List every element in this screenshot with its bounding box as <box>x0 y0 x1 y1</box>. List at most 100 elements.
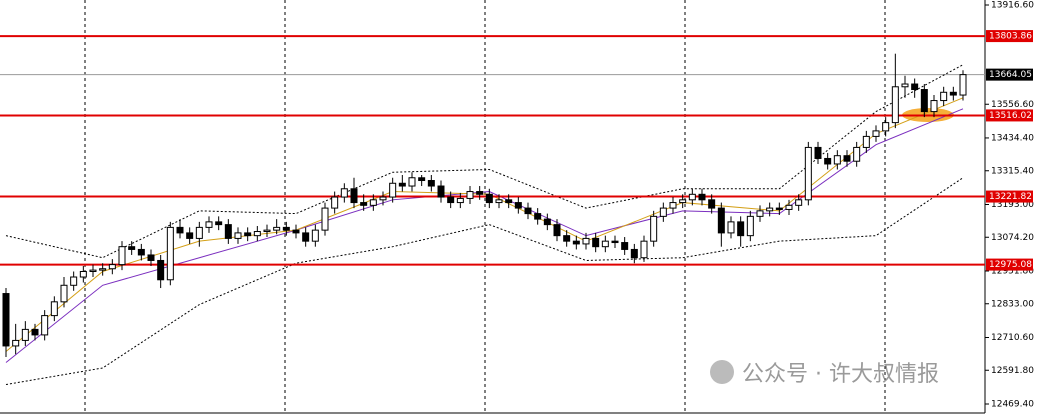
candle-body <box>137 248 145 256</box>
candle-body <box>195 226 203 239</box>
level-label: 13221.82 <box>989 192 1032 202</box>
candle-body <box>21 328 29 341</box>
level-label: 13803.86 <box>989 32 1032 42</box>
candle-body <box>940 91 948 102</box>
candle-body <box>862 135 870 148</box>
candle-body <box>766 207 774 212</box>
candle-body <box>601 240 609 248</box>
candle-body <box>882 122 890 132</box>
candle-body <box>901 83 909 88</box>
level-badge <box>986 109 1033 122</box>
candle-body <box>717 207 725 234</box>
candle-body <box>785 204 793 210</box>
candle-body <box>418 177 426 182</box>
y-tick-label: 12710.60 <box>991 333 1034 343</box>
candle-body <box>727 221 735 234</box>
candle-body <box>456 197 464 204</box>
candle-body <box>379 196 387 201</box>
candle-body <box>959 74 967 96</box>
candle-body <box>795 199 803 206</box>
y-tick-label: 12591.80 <box>991 366 1034 376</box>
candle-body <box>176 226 184 234</box>
candle-body <box>621 242 629 250</box>
candle-body <box>331 196 339 209</box>
candle-body <box>650 215 658 242</box>
candle-body <box>99 268 107 271</box>
candle-body <box>582 237 590 245</box>
candle-body <box>505 199 513 204</box>
candle-body <box>553 224 561 237</box>
candle-body <box>205 221 213 228</box>
candle-body <box>398 182 406 187</box>
candle-body <box>911 83 919 91</box>
candle-body <box>408 177 416 187</box>
current-price-badge <box>986 68 1033 81</box>
candle-body <box>50 301 58 317</box>
candle-body <box>253 231 261 237</box>
candle-body <box>369 199 377 206</box>
candle-body <box>157 259 165 281</box>
candle-body <box>70 276 78 286</box>
candle-body <box>737 221 745 237</box>
level-label: 13516.02 <box>989 111 1032 121</box>
candle-body <box>485 193 493 204</box>
candle-body <box>79 270 87 278</box>
candle-body <box>31 328 39 336</box>
candle-body <box>534 213 542 220</box>
candle-body <box>244 232 252 237</box>
y-tick-label: 12951.80 <box>991 267 1034 277</box>
candle-body <box>843 155 851 162</box>
candle-body <box>147 254 155 261</box>
candle-body <box>89 269 97 272</box>
candle-body <box>679 199 687 204</box>
candle-body <box>166 226 174 281</box>
y-tick-label: 13434.40 <box>991 133 1034 143</box>
candle-body <box>2 293 10 347</box>
level-label: 12975.08 <box>989 260 1032 270</box>
candle-body <box>543 218 551 226</box>
watermark: 公众号 · 许大叔情报 <box>742 362 939 387</box>
candle-body <box>611 240 619 244</box>
candle-body <box>630 248 638 259</box>
y-tick-label: 13916.60 <box>991 1 1034 11</box>
candle-body <box>495 199 503 204</box>
y-tick-label: 13315.40 <box>991 166 1034 176</box>
candle-body <box>41 315 49 336</box>
candle-body <box>282 226 290 231</box>
candle-body <box>833 155 841 165</box>
watermark-group: 公众号 · 许大叔情报 <box>710 360 939 387</box>
vertical-grid <box>84 0 886 413</box>
candle-body <box>447 196 455 204</box>
candle-body <box>949 91 957 96</box>
candle-body <box>669 202 677 209</box>
candle-body <box>118 246 126 266</box>
candle-body <box>302 232 310 242</box>
candle-body <box>128 246 136 250</box>
level-badge <box>986 258 1033 271</box>
indicator-line <box>5 177 964 386</box>
candle-body <box>756 210 764 217</box>
candle-body <box>224 224 232 239</box>
candle-body <box>12 339 20 347</box>
current-price-label: 13664.05 <box>989 70 1032 80</box>
candle-body <box>804 146 812 201</box>
candle-body <box>321 207 329 231</box>
candle-body <box>186 232 194 239</box>
candle-body <box>853 146 861 162</box>
candle-body <box>350 188 358 204</box>
candle-body <box>572 240 580 245</box>
candle-body <box>427 180 435 187</box>
candle-body <box>872 130 880 137</box>
candle-body <box>824 157 832 165</box>
candle-body <box>746 215 754 237</box>
y-tick-label: 13556.60 <box>991 100 1034 110</box>
candle-body <box>688 193 696 201</box>
candle-body <box>659 207 667 217</box>
candle-body <box>592 237 600 248</box>
y-tick-label: 12833.00 <box>991 299 1034 309</box>
candle-body <box>563 235 571 242</box>
candle-body <box>108 264 116 270</box>
candle-body <box>476 191 484 195</box>
candle-body <box>360 202 368 206</box>
y-tick-label: 12469.40 <box>991 400 1034 410</box>
